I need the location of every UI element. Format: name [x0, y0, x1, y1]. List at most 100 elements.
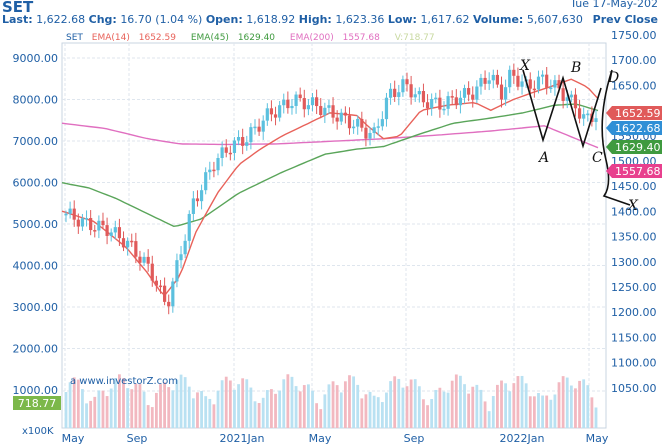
volume-bar — [508, 391, 512, 428]
candle-body — [76, 219, 80, 227]
volume-bar — [541, 395, 544, 428]
volume-badge-bg — [13, 396, 61, 410]
right-tick-label: 1300.00 — [611, 256, 657, 269]
candle-body — [167, 301, 171, 307]
candle-body — [117, 227, 122, 239]
right-tick-label: 1750.00 — [611, 29, 657, 42]
volume-bar — [122, 378, 125, 428]
candle-body — [491, 74, 495, 81]
volume-bar — [142, 391, 146, 428]
volume-bar — [459, 375, 462, 428]
right-tick-label: 1400.00 — [611, 205, 657, 218]
candle-body — [495, 74, 499, 85]
volume-bar — [586, 385, 590, 428]
volume-bar — [553, 394, 557, 428]
candle-body — [467, 88, 471, 95]
candle-body — [557, 80, 561, 89]
volume-bar — [463, 384, 466, 428]
volume-bar — [81, 389, 84, 428]
volume-bar — [109, 388, 113, 428]
candle-body — [286, 99, 290, 109]
volume-bar — [138, 384, 142, 428]
candle-body — [158, 285, 163, 288]
volume-bar — [569, 385, 573, 428]
volume-bar — [438, 387, 442, 428]
volume-bar — [327, 384, 331, 428]
left-tick-label: 6000.00 — [13, 177, 59, 190]
volume-bar — [179, 374, 183, 428]
volume-tick-label: 1000.00 — [13, 384, 59, 397]
volume-bar — [208, 398, 212, 428]
volume-bar — [352, 376, 355, 428]
volume-bar — [442, 391, 446, 428]
volume-bar — [594, 407, 598, 428]
candle-body — [101, 220, 105, 226]
candle-body — [72, 208, 76, 220]
volume-bar — [512, 383, 516, 428]
candle-body — [130, 240, 134, 243]
candle-body — [89, 218, 93, 231]
volume-bar — [220, 380, 224, 428]
chg-label: Chg: — [88, 13, 117, 26]
volume-bar — [475, 384, 479, 428]
volume-bar — [454, 374, 458, 428]
volume-bar — [582, 379, 586, 428]
volume-bar — [146, 405, 150, 428]
candle-body — [290, 105, 294, 109]
candle-body — [224, 147, 228, 153]
volume-bar — [491, 396, 495, 428]
volume-bar — [204, 396, 208, 428]
price-marker: 1557.68 — [615, 165, 661, 178]
candle-body — [450, 96, 454, 98]
candle-body — [93, 230, 97, 232]
x-tick-label: Sep — [404, 432, 425, 445]
candle-body — [269, 108, 274, 115]
ema14-line — [61, 78, 599, 297]
price-marker-bg — [606, 164, 662, 178]
volume-bar — [253, 401, 257, 428]
candle-body — [454, 97, 458, 106]
annotation-label: X — [627, 198, 639, 214]
volume-bar — [101, 390, 105, 428]
price-marker: 1622.68 — [615, 122, 661, 135]
candle-body — [425, 102, 430, 109]
candle-body — [68, 208, 72, 214]
right-tick-label: 1250.00 — [611, 281, 657, 294]
x-tick-label: Sep — [127, 432, 148, 445]
volume-bar — [315, 403, 319, 428]
volume-bar — [191, 398, 195, 428]
candle-body — [121, 238, 126, 248]
volume-bar — [372, 395, 376, 428]
candle-body — [171, 281, 175, 307]
candle-body — [512, 69, 516, 76]
volume-bar — [150, 407, 154, 428]
volume-bar — [343, 381, 347, 428]
volume-bar — [126, 388, 130, 428]
prev-close-link[interactable]: Prev Close — [592, 13, 658, 26]
candle-body — [175, 260, 179, 282]
left-tick-label: 8000.00 — [13, 94, 59, 107]
right-tick-label: 1700.00 — [611, 54, 657, 67]
volume-bar — [216, 390, 220, 428]
candle-body — [577, 108, 582, 119]
candle-body — [536, 76, 541, 90]
volume-bar — [516, 376, 520, 428]
candle-body — [393, 88, 397, 97]
volume-bars — [64, 374, 598, 428]
low-label: Low: — [387, 13, 417, 26]
volume-bar — [72, 377, 76, 428]
volume-bar — [183, 377, 187, 428]
volume-bar — [64, 392, 68, 428]
candle-body — [228, 152, 232, 155]
volume-bar — [228, 380, 232, 428]
volume-bar — [196, 392, 199, 428]
volume-bar — [159, 384, 162, 428]
volume-bar — [487, 411, 491, 428]
candle-body — [245, 142, 249, 146]
volume-bar — [249, 387, 253, 428]
candle-body — [220, 147, 224, 159]
candle-body — [298, 94, 302, 99]
volume-unit: x100K — [22, 426, 54, 437]
volume-bar — [495, 384, 499, 428]
